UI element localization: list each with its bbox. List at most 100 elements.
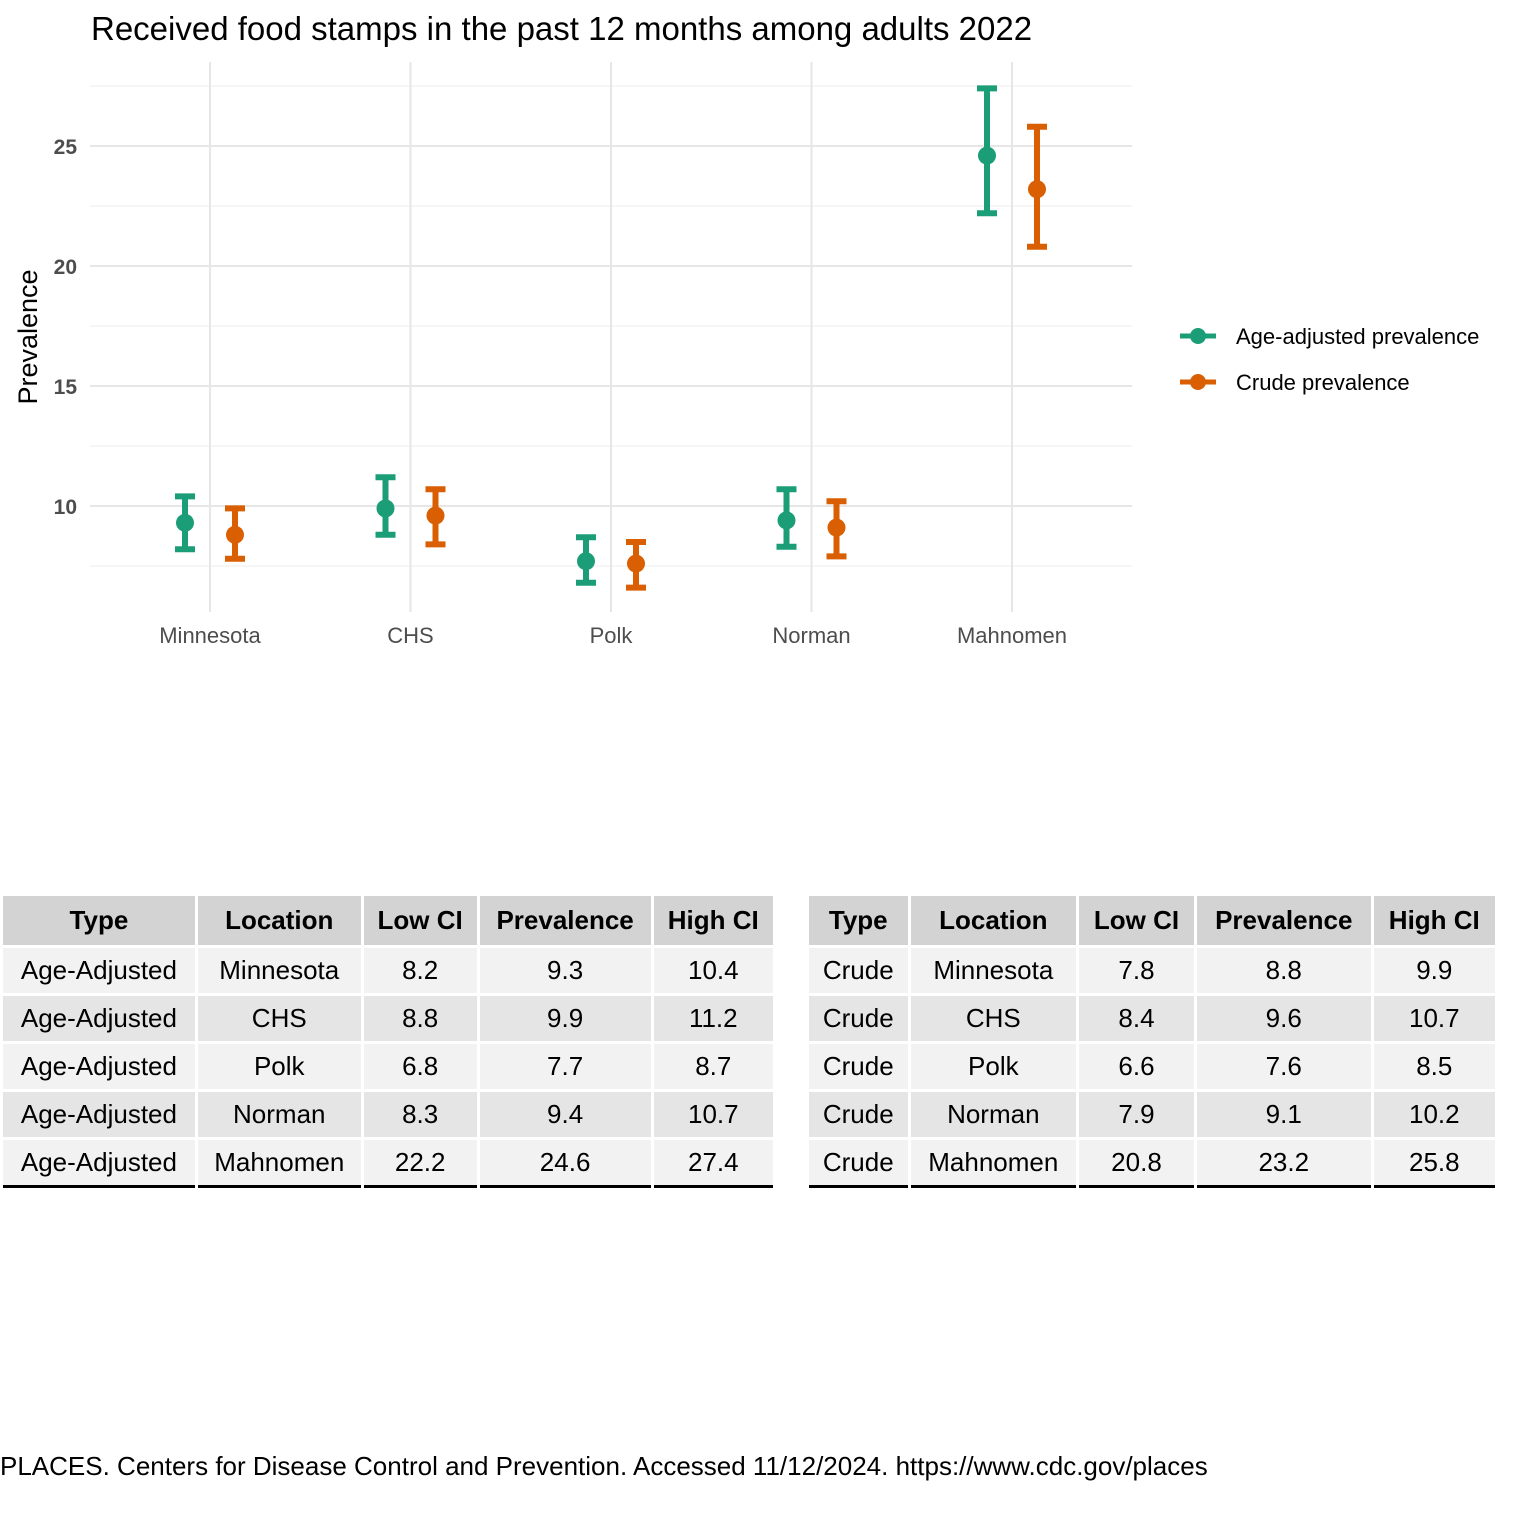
column-header: Prevalence [476, 893, 654, 948]
table-cell: 6.8 [360, 1041, 480, 1091]
table-cell: 7.9 [1076, 1089, 1197, 1139]
table-cell: Minnesota [907, 945, 1080, 995]
table-cell: 9.9 [476, 993, 654, 1043]
table-cell: Crude [806, 1089, 911, 1139]
point-age-adjusted [376, 499, 395, 518]
table-cell: 8.3 [360, 1089, 480, 1139]
table-cell: Age-Adjusted [0, 1137, 198, 1187]
point-age-adjusted [777, 511, 796, 530]
table-cell: 9.9 [1370, 945, 1499, 995]
table-cell: Crude [806, 1137, 911, 1187]
table-cell: 22.2 [360, 1137, 480, 1187]
y-tick-label: 20 [54, 256, 77, 279]
x-tick-label: CHS [387, 623, 433, 648]
legend-key-crude [1180, 374, 1216, 390]
table-cell: 20.8 [1076, 1137, 1197, 1187]
column-header: Type [0, 893, 198, 948]
table-cell: 10.2 [1370, 1089, 1499, 1139]
table-cell: Mahnomen [907, 1137, 1080, 1187]
table-cell: 7.8 [1076, 945, 1197, 995]
table-cell: 27.4 [650, 1137, 777, 1187]
table-row: Age-Adjusted Minnesota 8.2 9.3 10.4 [0, 945, 777, 995]
age-adjusted-table: Type Location Low CI Prevalence High CI … [0, 893, 777, 1188]
table-cell: 7.7 [476, 1041, 654, 1091]
y-tick-label: 15 [54, 376, 78, 399]
table-cell: Mahnomen [194, 1137, 364, 1187]
table-row: Age-Adjusted Norman 8.3 9.4 10.7 [0, 1089, 777, 1139]
table-cell: CHS [907, 993, 1080, 1043]
column-header: Low CI [1076, 893, 1197, 948]
y-axis-title: Prevalence [13, 269, 43, 404]
y-tick-label: 10 [54, 496, 77, 519]
table-cell: 9.4 [476, 1089, 654, 1139]
table-cell: Age-Adjusted [0, 945, 198, 995]
x-tick-label: Polk [590, 623, 634, 648]
table-cell: 10.7 [650, 1089, 777, 1139]
point-age-adjusted [577, 552, 595, 571]
table-cell: 8.4 [1076, 993, 1197, 1043]
column-header: Prevalence [1193, 893, 1374, 948]
table-row: Age-Adjusted Polk 6.8 7.7 8.7 [0, 1041, 777, 1091]
table-cell: 6.6 [1076, 1041, 1197, 1091]
column-header: Location [194, 893, 364, 948]
legend-label-age-adjusted: Age-adjusted prevalence [1236, 324, 1480, 349]
column-header: High CI [1370, 893, 1499, 948]
table-row: Age-Adjusted CHS 8.8 9.9 11.2 [0, 993, 777, 1043]
table-cell: 10.7 [1370, 993, 1499, 1043]
table-row: Age-Adjusted Mahnomen 22.2 24.6 27.4 [0, 1137, 777, 1187]
table-cell: Age-Adjusted [0, 1041, 198, 1091]
table-cell: Norman [194, 1089, 364, 1139]
table-cell: 25.8 [1370, 1137, 1499, 1187]
table-cell: 7.6 [1193, 1041, 1374, 1091]
table-cell: 23.2 [1193, 1137, 1374, 1187]
x-tick-label: Mahnomen [957, 623, 1067, 648]
table-header-row: Type Location Low CI Prevalence High CI [0, 893, 777, 948]
table-cell: Minnesota [194, 945, 364, 995]
errorbar-chart: 10 15 20 25 Minnesota CHS Polk Norman Mahnomen Pr… [13, 62, 1132, 648]
column-header: Location [907, 893, 1080, 948]
point-age-adjusted [176, 513, 194, 532]
table-cell: Crude [806, 945, 911, 995]
table-row: Crude Norman 7.9 9.1 10.2 [806, 1089, 1499, 1139]
point-crude [827, 518, 846, 537]
table-cell: 8.2 [360, 945, 480, 995]
y-tick-label: 25 [54, 136, 78, 159]
table-row: Crude CHS 8.4 9.6 10.7 [806, 993, 1499, 1043]
table-cell: 9.6 [1193, 993, 1374, 1043]
x-tick-label: Norman [772, 623, 850, 648]
table-cell: Crude [806, 1041, 911, 1091]
crude-table: Type Location Low CI Prevalence High CI … [806, 893, 1499, 1188]
point-crude [1028, 180, 1046, 199]
table-header-row: Type Location Low CI Prevalence High CI [806, 893, 1499, 948]
source-note: PLACES. Centers for Disease Control and … [0, 1451, 1208, 1481]
point-crude [627, 554, 645, 573]
table-cell: Crude [806, 993, 911, 1043]
table-cell: 8.8 [1193, 945, 1374, 995]
legend-label-crude: Crude prevalence [1236, 370, 1410, 395]
table-row: Crude Polk 6.6 7.6 8.5 [806, 1041, 1499, 1091]
table-cell: Polk [907, 1041, 1080, 1091]
legend-key-age-adjusted [1180, 328, 1216, 344]
column-header: Type [806, 893, 911, 948]
table-row: Crude Mahnomen 20.8 23.2 25.8 [806, 1137, 1499, 1187]
table-cell: 10.4 [650, 945, 777, 995]
table-row: Crude Minnesota 7.8 8.8 9.9 [806, 945, 1499, 995]
table-cell: CHS [194, 993, 364, 1043]
x-tick-label: Minnesota [159, 623, 261, 648]
table-cell: Age-Adjusted [0, 1089, 198, 1139]
table-cell: Age-Adjusted [0, 993, 198, 1043]
table-cell: 24.6 [476, 1137, 654, 1187]
table-cell: Norman [907, 1089, 1080, 1139]
point-age-adjusted [978, 146, 996, 165]
chart-title: Received food stamps in the past 12 mont… [91, 10, 1033, 47]
table-cell: 8.7 [650, 1041, 777, 1091]
point-crude [426, 506, 445, 525]
table-cell: 8.5 [1370, 1041, 1499, 1091]
column-header: High CI [650, 893, 777, 948]
table-cell: 8.8 [360, 993, 480, 1043]
point-crude [226, 525, 244, 544]
table-cell: Polk [194, 1041, 364, 1091]
table-cell: 9.3 [476, 945, 654, 995]
column-header: Low CI [360, 893, 480, 948]
table-cell: 9.1 [1193, 1089, 1374, 1139]
